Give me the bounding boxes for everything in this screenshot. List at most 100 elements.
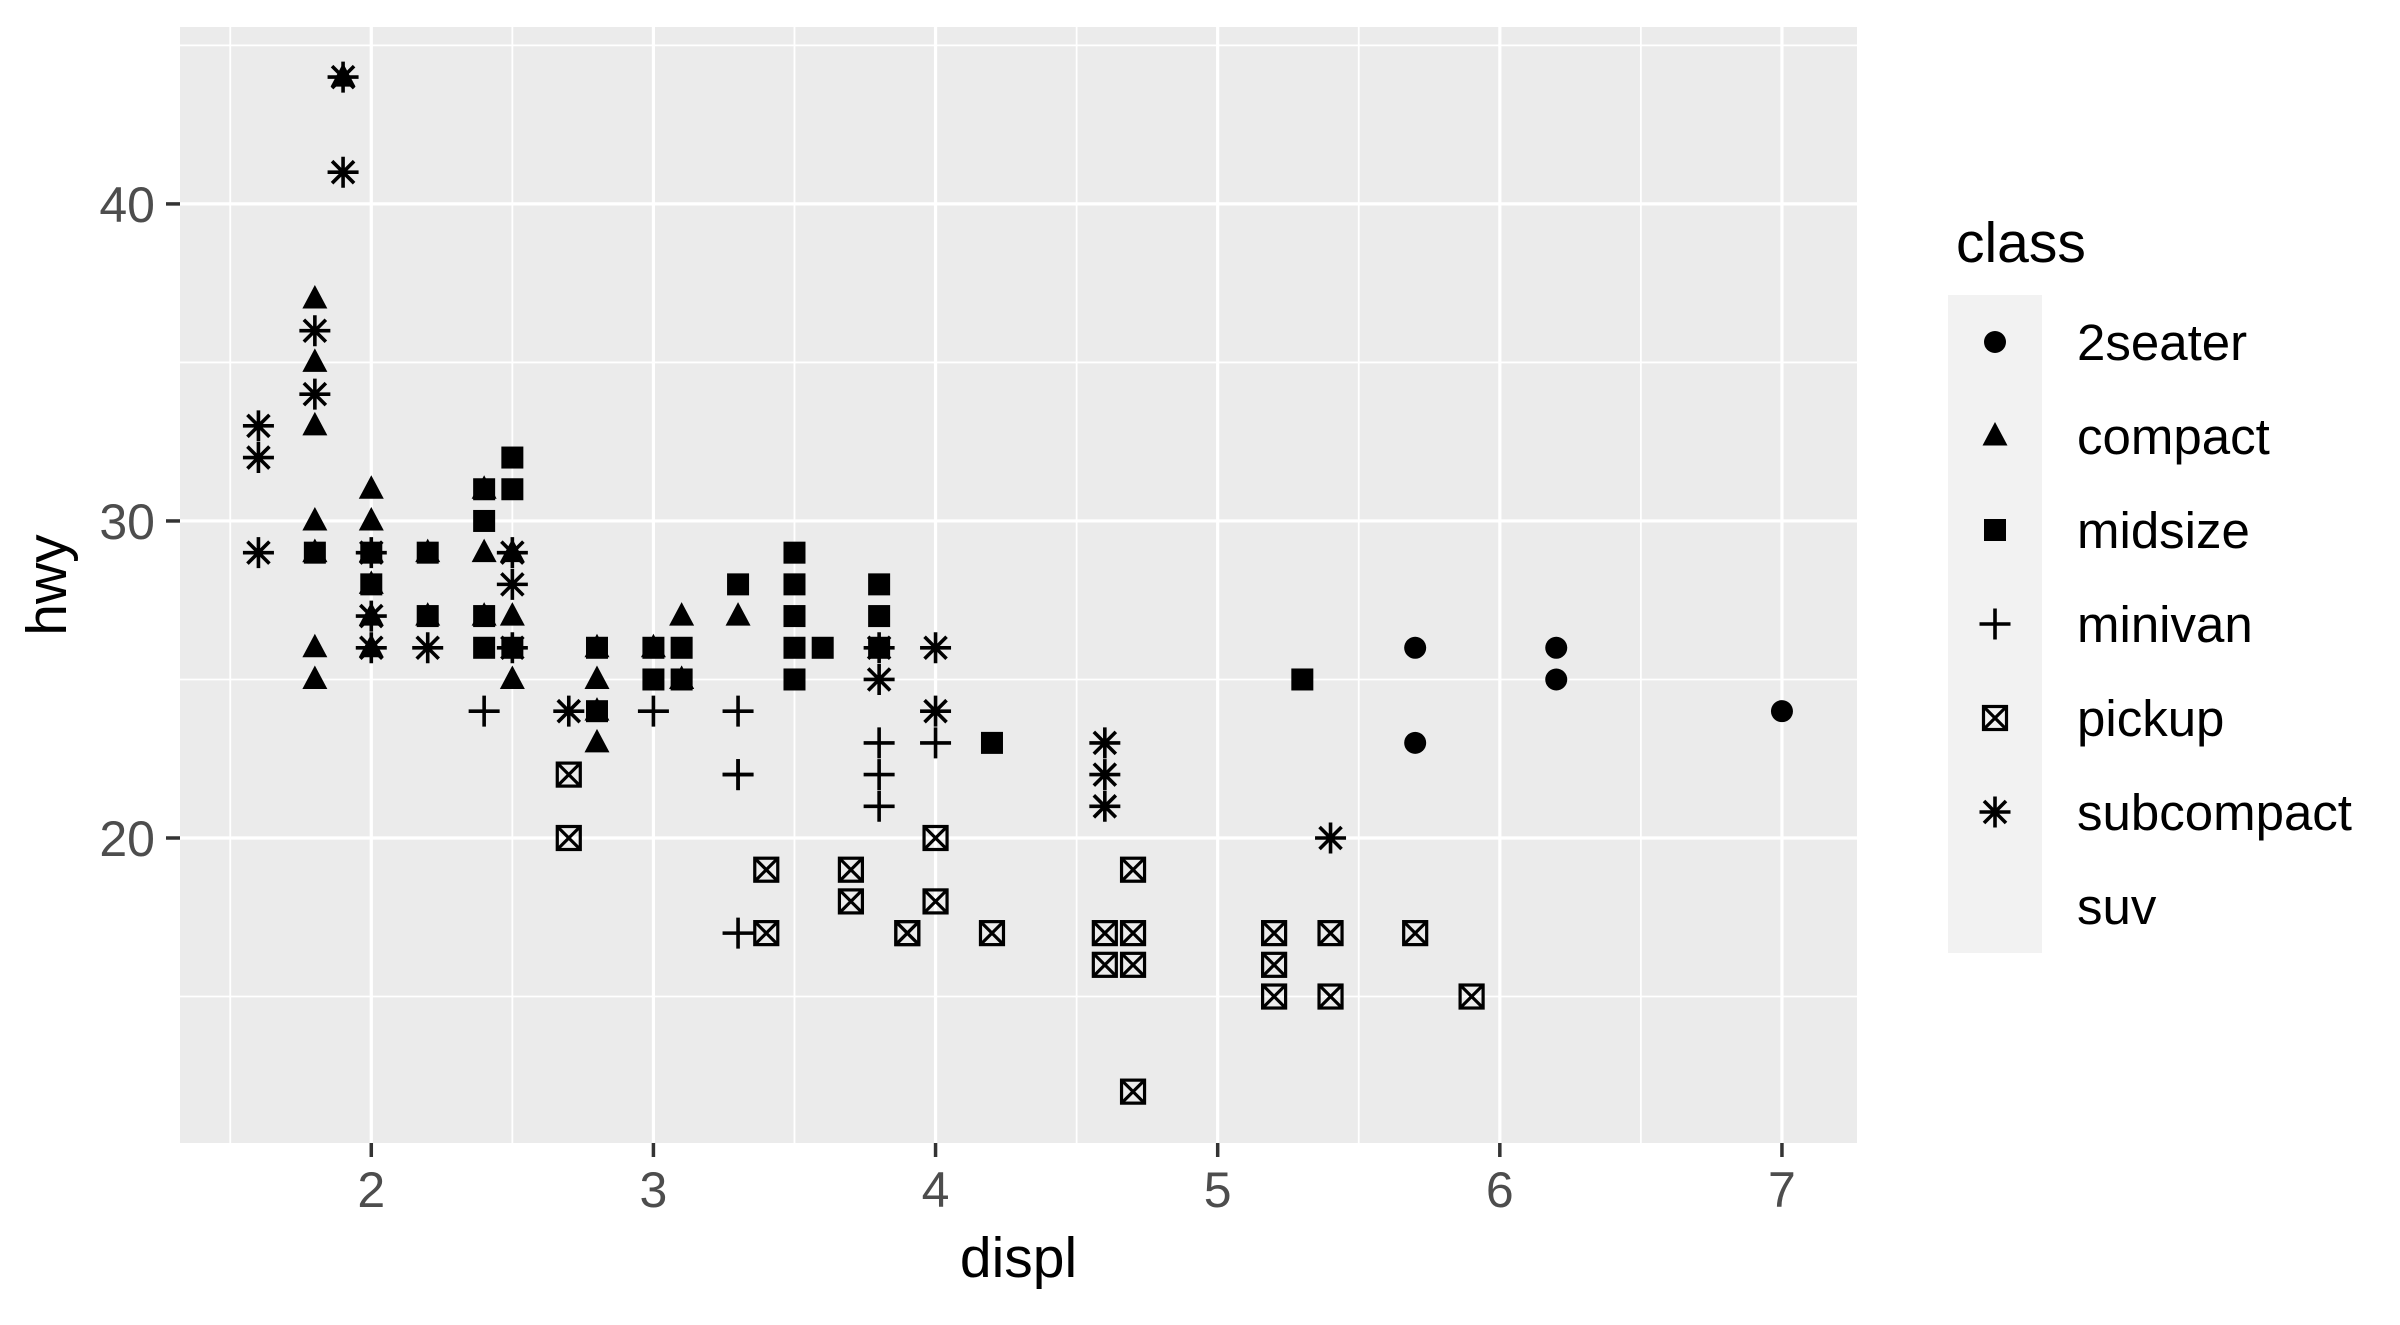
point-subcompact — [496, 632, 528, 664]
point-2seater — [1770, 700, 1793, 723]
point-subcompact — [863, 632, 895, 664]
point-subcompact — [299, 378, 331, 410]
point-midsize — [1291, 668, 1314, 691]
point-subcompact — [242, 410, 274, 442]
point-2seater — [1404, 636, 1427, 659]
point-pickup — [1458, 983, 1485, 1010]
legend-key-glyph-compact — [1982, 422, 2008, 446]
x-tick-label: 3 — [640, 1162, 668, 1218]
point-pickup — [1261, 983, 1288, 1010]
point-compact — [302, 348, 328, 372]
point-midsize — [868, 605, 891, 628]
point-subcompact — [863, 663, 895, 695]
point-midsize — [501, 478, 524, 501]
legend-label-subcompact: subcompact — [2077, 784, 2352, 841]
point-midsize — [642, 668, 665, 691]
point-compact — [302, 633, 328, 658]
point-minivan — [863, 727, 895, 759]
point-midsize — [783, 605, 806, 628]
point-compact — [302, 506, 328, 531]
point-minivan — [722, 759, 754, 791]
point-pickup — [753, 920, 780, 947]
point-pickup — [978, 920, 1006, 947]
point-pickup — [837, 888, 865, 915]
point-compact — [669, 602, 695, 626]
point-2seater — [1545, 636, 1568, 659]
point-pickup — [1261, 920, 1288, 947]
point-compact — [302, 411, 328, 436]
x-axis-title: displ — [960, 1226, 1077, 1290]
point-minivan — [637, 695, 669, 727]
y-tick-label: 40 — [99, 177, 155, 233]
point-2seater — [1404, 731, 1427, 754]
point-midsize — [868, 573, 891, 596]
point-midsize — [360, 573, 383, 596]
point-midsize — [727, 573, 750, 596]
point-subcompact — [327, 156, 359, 188]
point-pickup — [1091, 951, 1118, 978]
point-midsize — [473, 636, 496, 659]
point-compact — [584, 728, 610, 753]
point-midsize — [811, 636, 834, 659]
legend-label-suv: suv — [2077, 878, 2157, 935]
x-tick-label: 2 — [357, 1162, 385, 1218]
legend-label-minivan: minivan — [2077, 596, 2253, 653]
legend-key-glyph-minivan — [1979, 608, 2011, 640]
point-midsize — [642, 636, 665, 659]
point-subcompact — [242, 537, 274, 569]
legend-key-glyph-midsize — [1984, 519, 2006, 541]
legend-label-pickup: pickup — [2077, 690, 2224, 747]
point-compact — [358, 506, 384, 531]
point-subcompact — [1315, 822, 1347, 854]
point-minivan — [722, 695, 754, 727]
point-subcompact — [1089, 790, 1121, 822]
point-subcompact — [920, 632, 952, 664]
point-subcompact — [355, 600, 387, 632]
point-midsize — [980, 731, 1003, 754]
point-midsize — [473, 605, 496, 628]
point-midsize — [783, 541, 806, 564]
point-subcompact — [496, 568, 528, 600]
point-compact — [302, 285, 328, 309]
point-midsize — [416, 605, 439, 628]
point-midsize — [473, 478, 496, 501]
point-compact — [499, 665, 525, 689]
point-pickup — [1091, 920, 1118, 947]
point-midsize — [783, 573, 806, 596]
point-compact — [725, 602, 751, 626]
point-compact — [302, 665, 328, 689]
point-midsize — [783, 636, 806, 659]
x-tick-label: 5 — [1204, 1162, 1232, 1218]
point-midsize — [670, 668, 693, 691]
plot-panel — [180, 27, 1857, 1143]
x-tick-label: 4 — [922, 1162, 950, 1218]
point-subcompact — [242, 442, 274, 474]
point-pickup — [1119, 856, 1147, 883]
point-minivan — [468, 695, 500, 727]
point-minivan — [920, 727, 952, 759]
point-subcompact — [299, 315, 331, 347]
point-subcompact — [496, 537, 528, 569]
point-minivan — [863, 790, 895, 822]
point-pickup — [753, 856, 780, 883]
point-pickup — [922, 824, 949, 852]
point-compact — [471, 538, 497, 563]
x-tick-label: 7 — [1768, 1162, 1796, 1218]
point-midsize — [585, 700, 608, 723]
point-subcompact — [355, 537, 387, 569]
legend-key-glyph-subcompact — [1979, 796, 2011, 828]
y-tick-label: 30 — [99, 494, 155, 550]
legend-key — [1948, 859, 2042, 953]
point-midsize — [670, 636, 693, 659]
point-pickup — [922, 888, 949, 915]
legend-label-2seater: 2seater — [2077, 314, 2247, 371]
point-subcompact — [920, 695, 952, 727]
point-compact — [584, 665, 610, 689]
point-subcompact — [355, 632, 387, 664]
legend-title: class — [1956, 211, 2086, 275]
point-pickup — [555, 824, 582, 852]
point-subcompact — [1089, 727, 1121, 759]
point-midsize — [416, 541, 439, 564]
